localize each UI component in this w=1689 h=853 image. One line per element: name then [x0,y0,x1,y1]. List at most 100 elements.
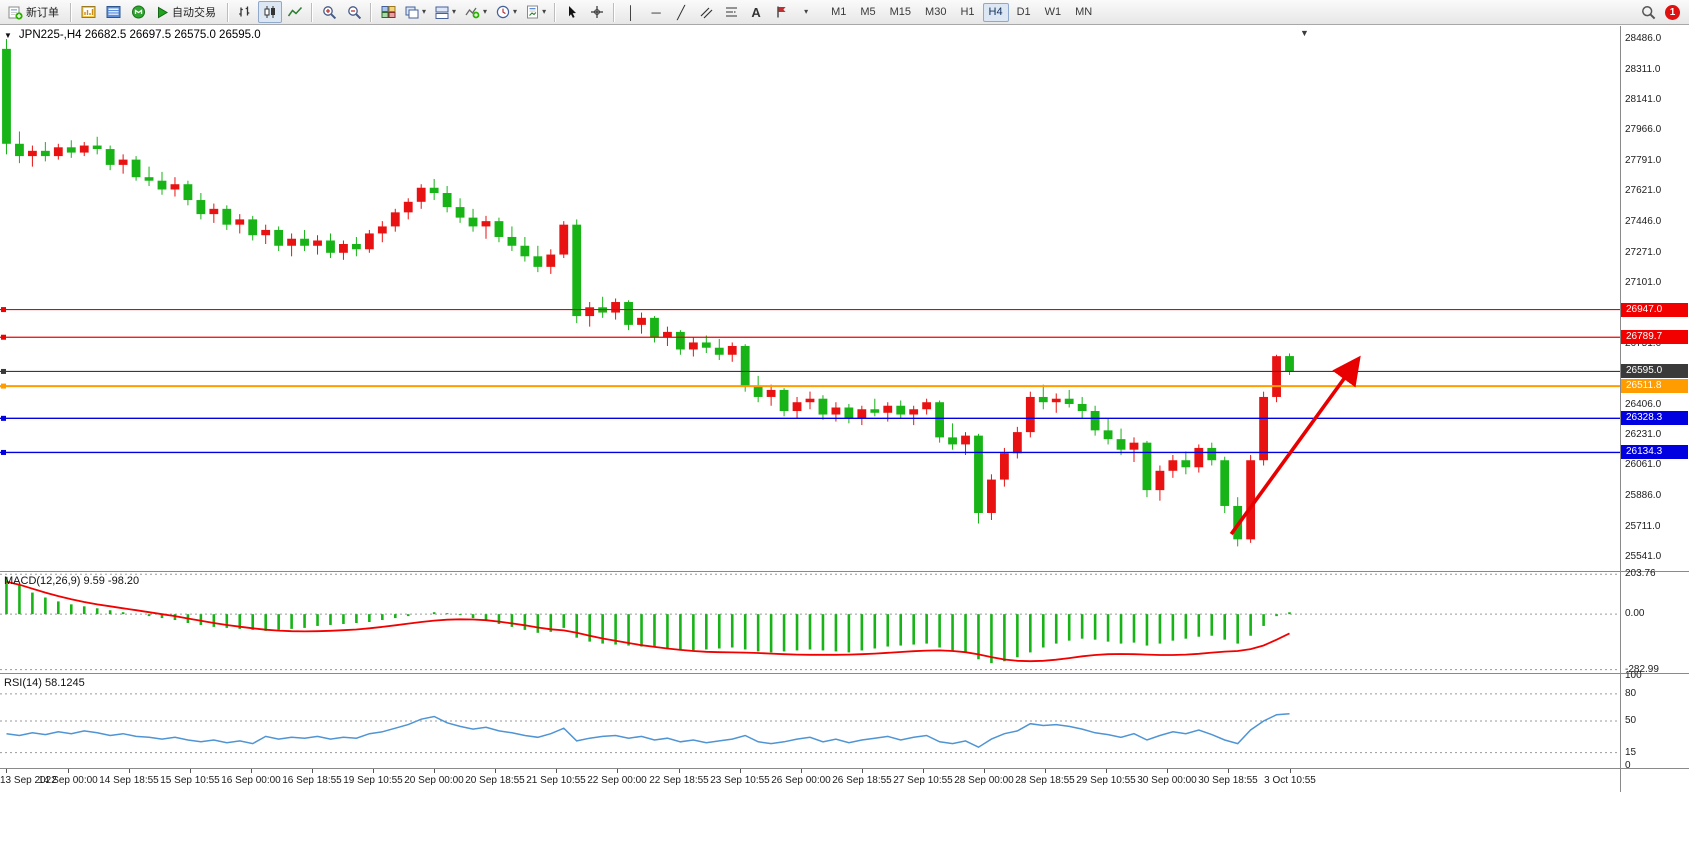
timeframe-w1[interactable]: W1 [1039,3,1068,22]
vertical-line-tool-button[interactable]: │ [619,1,643,23]
macd-pane[interactable] [0,572,1620,673]
candle [196,200,206,215]
candle [313,240,322,246]
hline-handle[interactable] [1,415,6,421]
main-chart-pane[interactable] [0,26,1620,571]
hline-handle[interactable] [1,307,6,313]
timeframe-m5[interactable]: M5 [854,3,881,22]
time-label: 15 Sep 10:55 [160,775,220,786]
vline-icon: │ [627,4,636,20]
arrange-windows-button[interactable]: ▾ [401,1,430,23]
time-tick [984,769,985,773]
price-tick: 27446.0 [1625,215,1662,227]
pane-separator [0,768,1689,769]
time-tick [129,769,130,773]
timeframe-d1[interactable]: D1 [1011,3,1037,22]
candle [183,184,193,201]
hline-handle[interactable] [1,334,6,340]
candle [390,212,400,227]
search-button[interactable] [1636,1,1660,23]
indicators-button[interactable]: ▾ [461,1,491,23]
bar-chart-mode-button[interactable] [233,1,257,23]
tile-windows-button[interactable] [376,1,400,23]
cascade-windows-button[interactable]: ▾ [431,1,460,23]
trend-arrow[interactable] [1229,355,1361,536]
rsi-tick: 15 [1625,746,1637,758]
candle [533,256,543,267]
hline-handle[interactable] [1,383,6,389]
dropdown-caret-icon: ▾ [513,7,518,16]
candle [1155,470,1165,491]
hline-handle[interactable] [1,368,6,374]
timeframe-h4[interactable]: H4 [982,2,1009,22]
candle [688,342,698,350]
zoom-in-button[interactable] [317,1,341,23]
chart-window: ▼ JPN225-,H4 26682.5 26697.5 26575.0 265… [0,26,1689,853]
crosshair-tool-button[interactable] [585,1,609,23]
trendline-tool-button[interactable]: ╱ [669,1,693,23]
periods-button[interactable]: ▾ [492,1,521,23]
time-axis[interactable]: 13 Sep 2022 14 Sep 00:00 14 Sep 18:55 15 Se… [0,769,1620,792]
candle [416,187,426,202]
one-click-trading-toggle[interactable]: ▼ [4,30,12,40]
candle [792,402,802,412]
candle [1285,356,1294,372]
time-tick [862,769,863,773]
timeframe-toolbar: M1 M5 M15 M30 H1 H4 D1 W1 MN [825,2,1098,22]
candle [1142,442,1152,491]
text-tool-button[interactable]: A [744,1,768,23]
candle [1116,439,1126,450]
macd-label: MACD(12,26,9) 9.59 -98.20 [4,575,140,587]
line-chart-mode-button[interactable] [283,1,307,23]
candle [300,238,309,246]
zoom-out-button[interactable] [342,1,366,23]
autotrading-button[interactable]: 自动交易 [151,1,223,23]
community-button[interactable] [126,1,150,23]
candle [701,342,711,348]
fibonacci-tool-button[interactable] [719,1,743,23]
chart-title-bar: ▼ JPN225-,H4 26682.5 26697.5 26575.0 265… [4,29,261,41]
chart-shift-marker[interactable]: ▼ [1300,28,1309,38]
candle [1038,396,1048,403]
autotrading-label: 自动交易 [172,7,216,19]
candle [611,302,621,313]
cursor-tool-button[interactable] [560,1,584,23]
time-tick [434,769,435,773]
time-label: 19 Sep 10:55 [343,775,403,786]
new-order-label: 新订单 [26,7,59,19]
candle [818,398,828,415]
timeframe-m30[interactable]: M30 [919,3,952,22]
line-mode-icon [287,6,303,17]
time-label: 27 Sep 10:55 [893,775,953,786]
channel-tool-button[interactable] [694,1,718,23]
charts-panel-button[interactable] [76,1,100,23]
candle [157,180,167,190]
fibonacci-icon [725,7,737,17]
timeframe-h1[interactable]: H1 [954,3,980,22]
shapes-dropdown-button[interactable]: ▾ [794,1,818,23]
time-label: 21 Sep 10:55 [526,775,586,786]
notification-badge[interactable]: 1 [1665,4,1680,20]
hline-handle[interactable] [1,449,6,455]
time-label: 16 Sep 18:55 [282,775,342,786]
templates-button[interactable]: ▾ [522,1,550,23]
price-axis[interactable]: 28486.0 28311.0 28141.0 27966.0 27791.0 27621… [1621,26,1689,792]
price-tick: 27271.0 [1625,246,1662,258]
candle [974,435,983,513]
timeframe-m1[interactable]: M1 [825,3,852,22]
candlestick-mode-button[interactable] [258,1,282,23]
hline-icon: ─ [651,4,661,20]
new-order-button[interactable]: 新订单 [3,1,66,23]
rsi-pane[interactable] [0,674,1620,768]
pane-separator[interactable] [0,673,1689,674]
candle [870,409,880,413]
data-window-button[interactable] [101,1,125,23]
candle [429,187,439,194]
timeframe-mn[interactable]: MN [1069,3,1098,22]
autotrading-play-icon [158,6,168,18]
pane-separator[interactable] [0,571,1689,572]
time-tick [68,769,69,773]
horizontal-line-tool-button[interactable]: ─ [644,1,668,23]
label-tool-button[interactable] [769,1,793,23]
timeframe-m15[interactable]: M15 [884,3,917,22]
